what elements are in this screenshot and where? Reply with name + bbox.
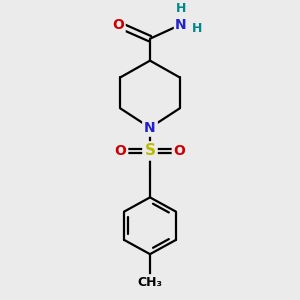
Text: H: H — [176, 2, 186, 15]
Text: S: S — [145, 143, 155, 158]
Text: O: O — [112, 17, 124, 32]
Text: N: N — [175, 17, 187, 32]
Text: CH₃: CH₃ — [137, 276, 163, 289]
Text: O: O — [114, 144, 126, 158]
Text: N: N — [144, 121, 156, 135]
Text: O: O — [174, 144, 186, 158]
Text: H: H — [192, 22, 202, 35]
